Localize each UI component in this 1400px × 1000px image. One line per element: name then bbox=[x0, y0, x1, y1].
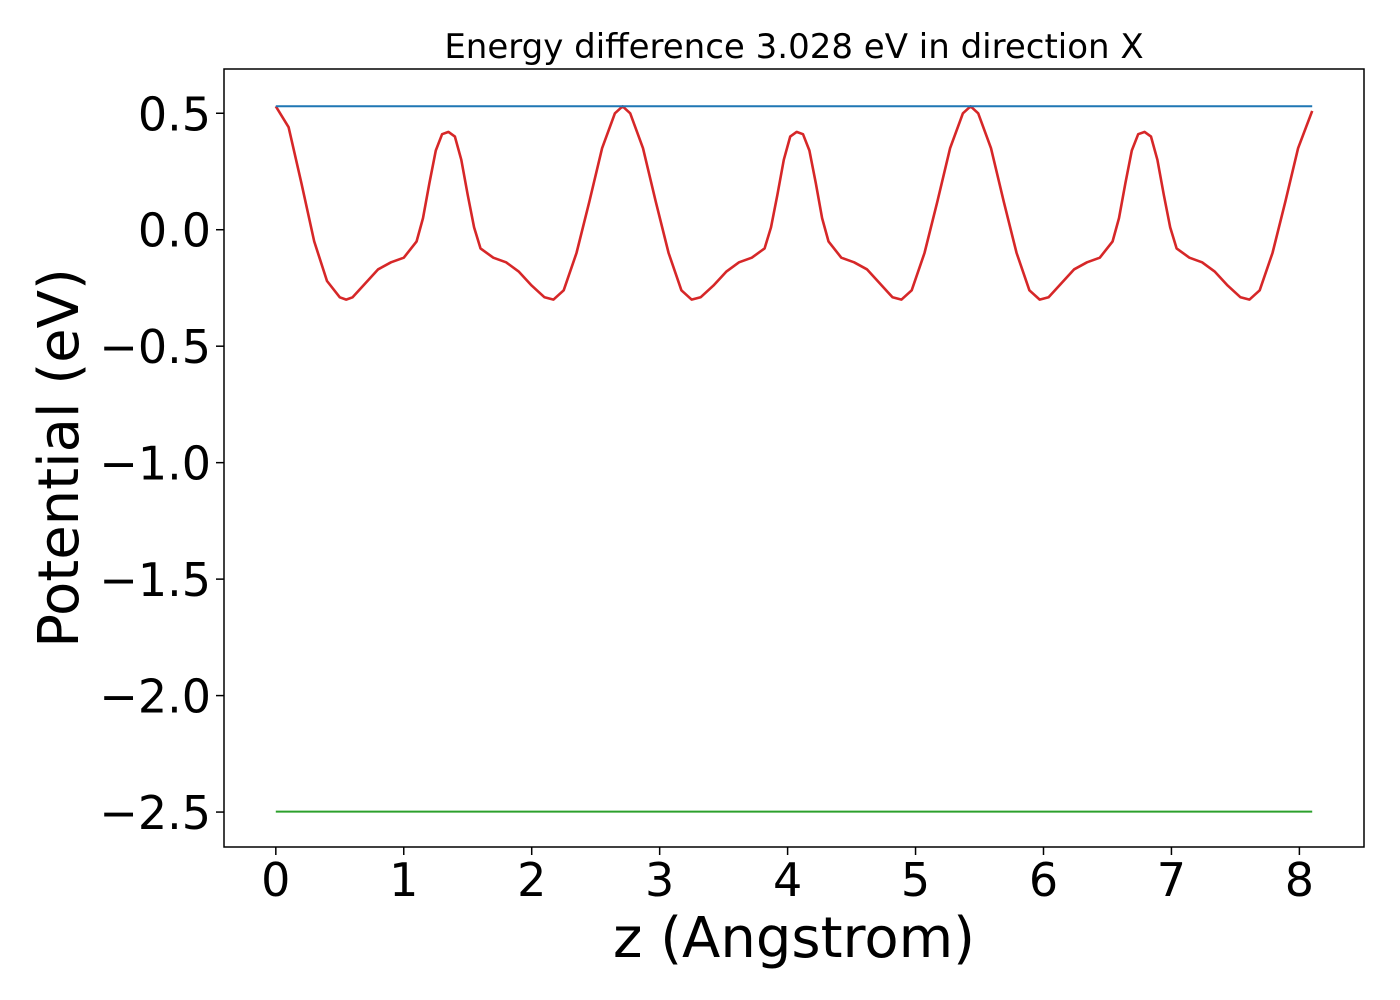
y-axis-ticks: 0.5 0.0 −0.5 −1.0 −1.5 −2.0 −2.5 bbox=[99, 87, 224, 840]
y-tick-label: −1.5 bbox=[99, 553, 211, 607]
series-line-0 bbox=[274, 105, 1314, 301]
x-tick-label: 8 bbox=[1285, 853, 1314, 907]
x-axis-label: z (Angstrom) bbox=[613, 906, 975, 971]
y-tick-label: −2.5 bbox=[99, 786, 211, 840]
y-tick-label: 0.5 bbox=[138, 87, 211, 141]
x-tick-label: 4 bbox=[773, 853, 802, 907]
y-axis-label: Potential (eV) bbox=[27, 268, 92, 648]
x-tick-label: 3 bbox=[645, 853, 674, 907]
x-axis-ticks: 0 1 2 3 4 5 6 7 8 bbox=[261, 847, 1314, 907]
x-tick-label: 7 bbox=[1157, 853, 1186, 907]
y-tick-label: −2.0 bbox=[99, 670, 211, 724]
y-tick-label: 0.0 bbox=[138, 204, 211, 258]
y-tick-label: −0.5 bbox=[99, 320, 211, 374]
plot-frame bbox=[223, 68, 1365, 848]
x-tick-label: 5 bbox=[901, 853, 930, 907]
y-tick-label: −1.0 bbox=[99, 437, 211, 491]
plot-series bbox=[274, 105, 1314, 813]
chart-title: Energy difference 3.028 eV in direction … bbox=[444, 27, 1143, 67]
x-tick-label: 6 bbox=[1029, 853, 1058, 907]
x-tick-label: 2 bbox=[517, 853, 546, 907]
x-tick-label: 0 bbox=[261, 853, 290, 907]
x-tick-label: 1 bbox=[389, 853, 418, 907]
